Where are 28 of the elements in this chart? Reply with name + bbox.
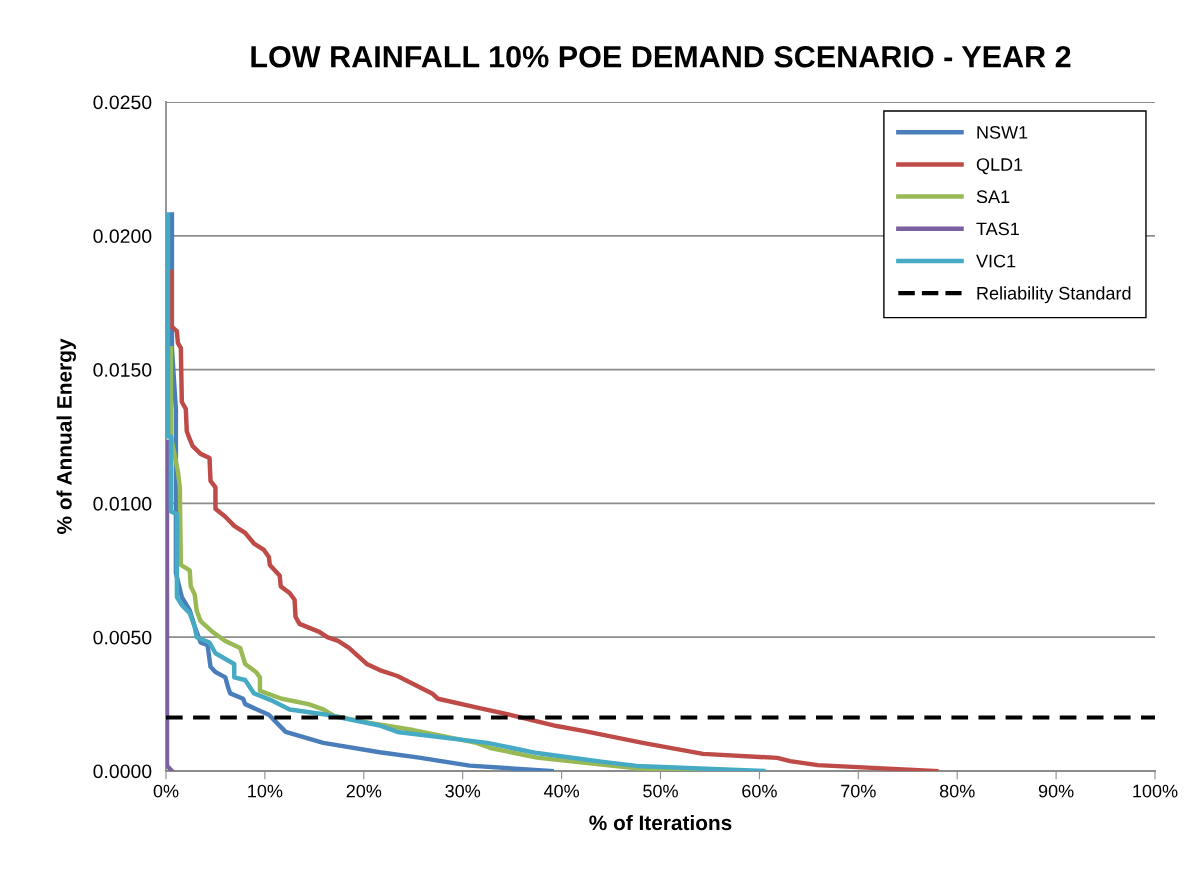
legend-label: NSW1 xyxy=(977,125,1028,139)
legend-label: VIC1 xyxy=(976,254,1016,268)
x-tick-label: 30% xyxy=(445,784,481,798)
y-axis-title: % of Annual Energy xyxy=(56,338,76,534)
legend-label: TAS1 xyxy=(976,222,1019,236)
x-tick-label: 90% xyxy=(1038,784,1074,798)
line-series xyxy=(166,212,766,771)
x-tick-label: 70% xyxy=(841,784,876,798)
x-tick-label: 100% xyxy=(1133,784,1178,798)
x-tick-label: 40% xyxy=(543,784,580,798)
legend-label: Reliability Standard xyxy=(977,286,1131,304)
y-tick-label: 0.0150 xyxy=(93,363,152,377)
y-tick-label: 0.0100 xyxy=(93,496,152,511)
legend-label: SA1 xyxy=(976,190,1010,204)
x-axis-title: % of Iterations xyxy=(589,814,732,831)
line-series xyxy=(168,269,939,771)
y-tick-label: 0.0200 xyxy=(93,229,152,244)
x-tick-label: 60% xyxy=(742,784,777,798)
x-tick-label: 50% xyxy=(643,784,678,798)
x-tick-label: 20% xyxy=(346,784,382,798)
y-tick-label: 0.0050 xyxy=(93,630,152,645)
chart-title: LOW RAINFALL 10% POE DEMAND SCENARIO - YEAR 2 xyxy=(251,45,1071,68)
y-tick-label: 0.0000 xyxy=(93,764,152,779)
y-tick-label: 0.0250 xyxy=(93,95,152,110)
x-tick-label: 80% xyxy=(939,784,975,798)
legend-label: QLD1 xyxy=(976,158,1023,175)
x-tick-label: 10% xyxy=(248,784,283,798)
x-tick-label: 0% xyxy=(153,784,179,798)
